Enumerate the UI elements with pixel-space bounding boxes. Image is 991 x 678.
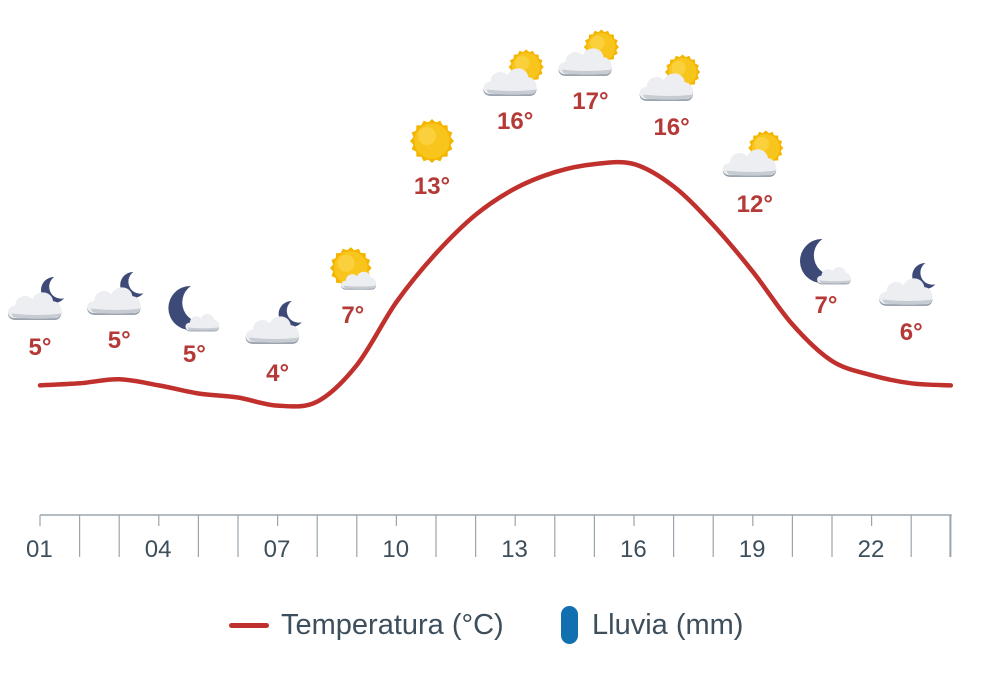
moon-cloud-icon	[879, 263, 939, 306]
sun-behind-cloud-icon	[639, 54, 701, 101]
temperature-value-label: 13°	[414, 173, 450, 200]
temperature-value-label: 16°	[497, 108, 533, 135]
moon-cloud-icon	[245, 301, 305, 344]
temperature-value-label: 7°	[815, 292, 838, 319]
sun-cloud-icon	[329, 247, 377, 290]
x-tick-label: 13	[501, 536, 528, 563]
rain-legend-swatch	[561, 606, 578, 644]
x-tick-label: 07	[264, 536, 291, 563]
sun-icon	[410, 119, 454, 163]
temperature-value-label: 5°	[108, 327, 131, 354]
weather-icons	[8, 29, 939, 344]
temperature-value-label: 16°	[653, 114, 689, 141]
crescent-moon-small-cloud-icon	[800, 239, 851, 285]
temperature-value-label: 5°	[29, 334, 52, 361]
temperature-value-label: 5°	[183, 341, 206, 368]
moon-cloud-icon	[87, 272, 147, 315]
legend-item-rain[interactable]: Lluvia (mm)	[561, 600, 743, 650]
temperature-line	[37, 159, 954, 409]
temperature-legend-swatch	[229, 622, 269, 628]
rain-legend-label: Lluvia (mm)	[592, 608, 744, 641]
moon-cloud-icon	[8, 277, 67, 320]
x-tick-label: 22	[858, 536, 885, 563]
temperature-value-label: 17°	[572, 88, 608, 115]
temperature-value-label: 12°	[737, 191, 773, 218]
temperature-value-label: 7°	[341, 302, 364, 329]
temperature-value-label: 4°	[266, 360, 289, 387]
x-tick-label: 01	[26, 536, 53, 563]
temperature-legend-label: Temperatura (°C)	[281, 608, 504, 641]
sun-behind-cloud-icon	[722, 130, 784, 177]
x-axis: 01 04 07 10 13 16 19 22	[26, 514, 952, 563]
temperature-labels: 5° 5° 5° 4° 7° 13° 16° 17° 16° 12° 7° 6°	[29, 88, 923, 387]
temperature-value-label: 6°	[900, 319, 923, 346]
x-tick-label: 10	[382, 536, 409, 563]
x-tick-label: 16	[620, 536, 647, 563]
sun-behind-cloud-icon	[558, 29, 619, 76]
legend-item-temperature[interactable]: Temperatura (°C)	[229, 600, 504, 650]
crescent-moon-small-cloud-icon	[168, 286, 220, 332]
legend: Temperatura (°C) Lluvia (mm)	[0, 600, 991, 650]
x-tick-label: 04	[145, 536, 172, 563]
sun-behind-cloud-icon	[483, 49, 544, 96]
x-tick-label: 19	[739, 536, 766, 563]
